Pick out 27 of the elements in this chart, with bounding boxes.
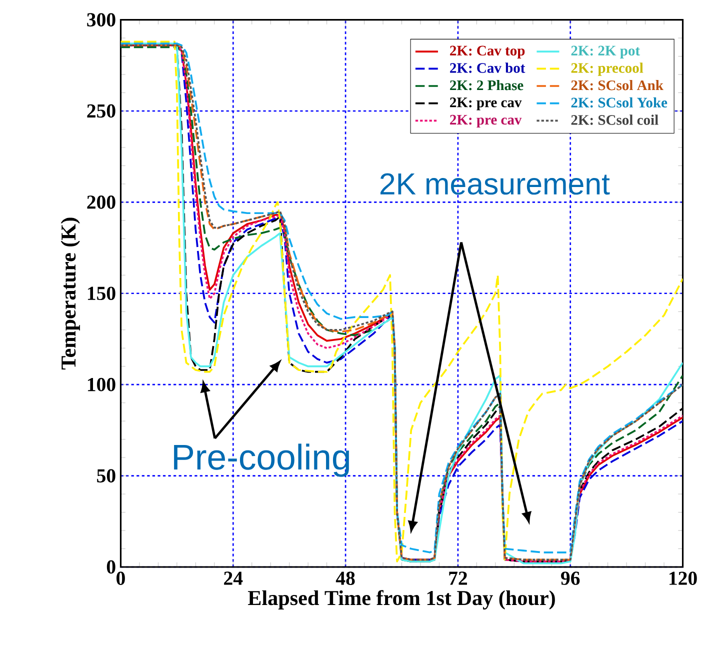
x-tick-label: 48	[336, 572, 355, 585]
annotation: Pre-cooling	[174, 444, 350, 477]
y-tick-label: 250	[87, 104, 116, 118]
x-tick-label: 96	[561, 572, 580, 585]
y-tick-label: 200	[87, 195, 116, 209]
y-axis-title: Temperature (K)	[60, 218, 80, 370]
x-tick-label: 120	[670, 572, 697, 585]
x-tick-label: 24	[224, 572, 243, 585]
y-tick-label: 300	[87, 13, 116, 26]
legend-label: 2K: Cav bot	[450, 62, 526, 73]
y-tick-label: 50	[97, 469, 116, 482]
legend-label: 2K: 2 Phase	[450, 80, 524, 90]
x-tick-label: 0	[116, 572, 125, 585]
legend-label: 2K: SCsol Ank	[571, 80, 664, 90]
annotation: 2K measurement	[380, 173, 610, 195]
legend-label: 2K: 2K pot	[571, 46, 640, 58]
legend-label: 2K: pre cav	[450, 114, 522, 128]
y-tick-label: 100	[88, 378, 116, 392]
legend-label: 2K: SCsol Yoke	[571, 97, 668, 108]
legend-label: 2K: SCsol coil	[571, 114, 658, 125]
x-tick-label: 72	[449, 572, 467, 585]
legend-label: 2K: Cav top	[450, 46, 525, 58]
legend-label: 2K: pre cav	[450, 97, 522, 110]
legend-label: 2K: precool	[571, 62, 644, 76]
y-tick-label: 0	[106, 560, 116, 574]
y-tick-label: 150	[88, 286, 116, 300]
x-axis-title: Elapsed Time from 1st Day (hour)	[248, 590, 555, 610]
